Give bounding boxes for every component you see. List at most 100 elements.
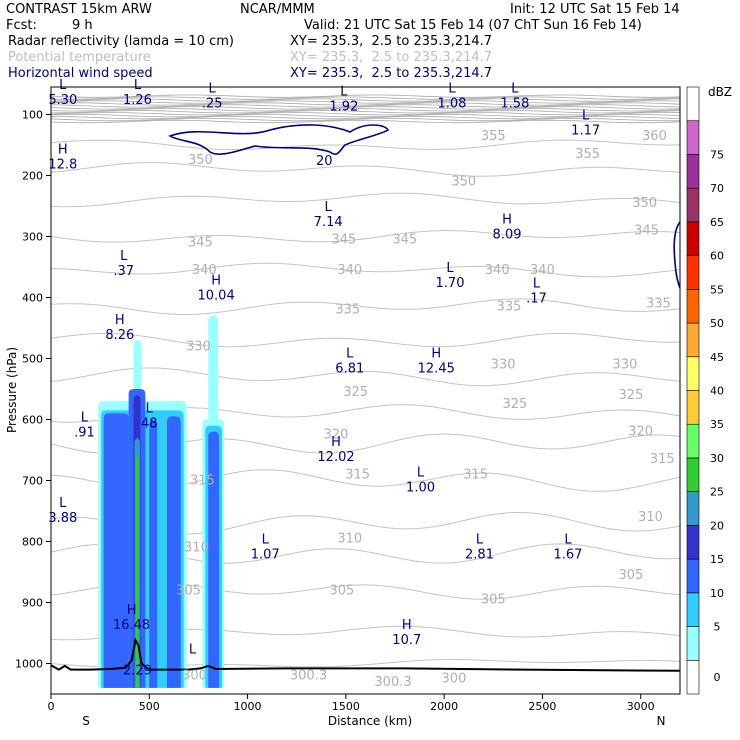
reflectivity-cell-9	[166, 416, 181, 688]
theta-label-25: 315	[190, 473, 215, 488]
field-wind-label: Horizontal wind speed	[8, 66, 153, 81]
wind-extremum-value-0: 5.30	[48, 93, 77, 108]
colorbar-swatch-4	[686, 525, 700, 560]
theta-labels: 360 355 355 350 350 350 345 345 345 345 340 340 340 3…	[176, 129, 675, 690]
field-theta-label: Potential temperature	[8, 50, 151, 65]
theta-label-24: 320	[628, 425, 653, 440]
x-tick-label-6: 3000	[627, 700, 655, 713]
wind-extremum-value-25: 1.67	[553, 548, 582, 563]
theta-label-34: 305	[481, 592, 506, 607]
theta-label-5: 350	[632, 196, 657, 211]
colorbar-unit: dBZ	[708, 85, 732, 99]
theta-line-12	[51, 229, 680, 243]
wind-extremum-value-22: 3.88	[48, 511, 77, 526]
theta-upper-line-6	[51, 106, 680, 110]
wind-extremum-type-4: L	[448, 81, 456, 96]
wind-extremum-value-21: 1.00	[406, 481, 435, 496]
wind-extremum-type-15: H	[115, 313, 125, 328]
theta-label-14: 335	[335, 303, 360, 318]
colorbar-label-8: 40	[710, 385, 724, 398]
wind-extremum-value-1: 1.26	[123, 93, 152, 108]
terrain-path	[51, 637, 680, 672]
colorbar-label-15: 75	[710, 148, 724, 161]
wind-contour-jet	[168, 124, 390, 155]
colorbar-label-7: 35	[710, 418, 724, 431]
colorbar-swatch-11	[686, 289, 700, 324]
colorbar-swatch-2	[686, 592, 700, 627]
theta-upper-line-8	[51, 110, 680, 114]
wind-extremum-type-9: L	[325, 200, 333, 215]
wind-extremum-type-24: L	[476, 533, 484, 548]
endpoint-right: N	[657, 714, 666, 728]
theta-label-13: 340	[530, 263, 555, 278]
theta-label-8: 345	[392, 233, 417, 248]
field-reflectivity-label: Radar reflectivity (lamda = 10 cm)	[8, 34, 234, 49]
forecast-label: Fcst:	[6, 18, 37, 33]
x-tick-label-0: 0	[48, 700, 55, 713]
y-tick-label-3: 400	[22, 291, 43, 304]
theta-label-33: 305	[329, 583, 354, 598]
y-tick-label-6: 700	[22, 474, 43, 487]
wind-extremum-type-19: L	[146, 402, 154, 417]
colorbar-swatch-7	[686, 423, 700, 459]
y-tick-label-5: 600	[22, 413, 43, 426]
colorbar-label-12: 60	[710, 250, 724, 263]
y-tick-label-7: 800	[22, 535, 43, 548]
theta-upper-line-2	[51, 98, 680, 102]
theta-label-29: 310	[184, 541, 209, 556]
field-theta-xy: XY= 235.3, 2.5 to 235.3,214.7	[290, 50, 493, 65]
wind-extremum-type-2: L	[209, 81, 217, 96]
theta-upper-line-11	[51, 115, 680, 120]
theta-line-8	[51, 367, 680, 387]
wind-extremum-type-29: L	[189, 642, 197, 657]
theta-label-36: 300	[182, 669, 207, 684]
wind-extremum-type-21: L	[417, 466, 425, 481]
wind-extremum-value-27: 10.7	[392, 633, 421, 648]
wind-extremum-value-5: 1.58	[500, 96, 529, 111]
terrain-line	[51, 637, 680, 672]
colorbar-label-11: 55	[710, 283, 724, 296]
theta-label-4: 350	[451, 175, 476, 190]
wind-extremum-value-6: 1.17	[571, 124, 600, 139]
wind-extremum-value-26: 16.48	[113, 618, 150, 633]
theta-label-22: 325	[618, 388, 643, 403]
colorbar-label-3: 15	[710, 553, 724, 566]
wind-extremum-value-16: 6.81	[335, 362, 364, 377]
theta-upper-line-9	[51, 112, 680, 116]
y-tick-label-9: 1000	[15, 657, 43, 670]
colorbar-swatch-1	[686, 626, 700, 661]
colorbar-swatch-5	[686, 491, 700, 526]
theta-upper-line-3	[51, 100, 680, 104]
colorbar-swatch-16	[686, 120, 700, 155]
wind-extremum-value-17: 12.45	[418, 362, 455, 377]
theta-label-16: 335	[646, 297, 671, 312]
theta-line-13	[51, 192, 680, 208]
theta-label-39: 300	[442, 672, 467, 687]
x-tick-label-4: 2000	[430, 700, 458, 713]
theta-label-30: 310	[337, 531, 362, 546]
x-axis-label: Distance (km)	[328, 714, 412, 728]
reflectivity-cell-8	[149, 419, 158, 688]
model-title: CONTRAST 15km ARW	[6, 2, 152, 17]
theta-label-2: 355	[481, 129, 506, 144]
theta-label-15: 335	[497, 300, 522, 315]
wind-extremum-type-20: H	[331, 435, 341, 450]
theta-line-15	[51, 139, 680, 150]
wind-contours	[168, 124, 680, 289]
theta-label-21: 325	[502, 397, 527, 412]
reflectivity-fill	[98, 315, 224, 688]
wind-extremum-type-22: L	[59, 496, 67, 511]
colorbar-label-14: 70	[710, 182, 724, 195]
theta-label-38: 300.3	[374, 675, 411, 690]
wind-extremum-type-27: H	[402, 618, 412, 633]
theta-upper-line-13	[51, 119, 680, 124]
wind-extremum-type-7: H	[58, 142, 68, 157]
wind-extremum-value-4: 1.08	[438, 96, 467, 111]
x-tick-label-3: 1500	[332, 700, 360, 713]
wind-extremum-value-3: 1.92	[329, 99, 358, 114]
theta-label-19: 330	[613, 358, 638, 373]
colorbar-swatch-15	[686, 154, 700, 189]
theta-upper-line-1	[51, 96, 680, 100]
x-tick-label-2: 1000	[234, 700, 262, 713]
